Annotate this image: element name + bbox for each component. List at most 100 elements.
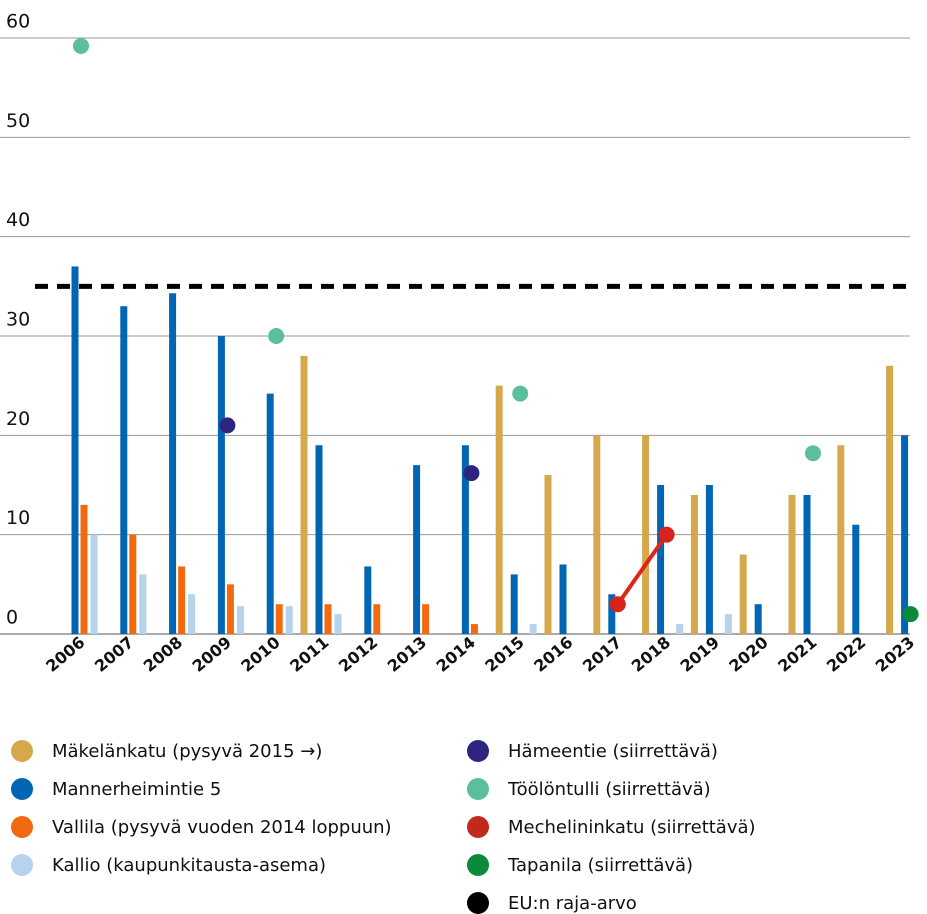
x-tick-label: 2010 <box>237 633 283 676</box>
bar <box>226 584 234 634</box>
bar <box>593 435 601 634</box>
dot <box>463 465 480 482</box>
bar <box>470 624 478 634</box>
bar <box>739 554 747 634</box>
bar <box>837 445 845 634</box>
bar <box>901 435 909 634</box>
bar <box>608 594 616 634</box>
x-tick-label: 2013 <box>384 633 430 676</box>
y-tick-label: 20 <box>6 408 30 430</box>
legend-label: Mechelininkatu (siirrettävä) <box>508 817 756 838</box>
bar <box>676 624 684 634</box>
bar <box>852 524 860 634</box>
bar <box>373 604 381 634</box>
bar <box>334 614 342 634</box>
y-tick-label: 10 <box>6 507 30 529</box>
x-tick-label: 2008 <box>140 633 186 676</box>
legend-swatch <box>467 854 489 876</box>
legend-swatch <box>11 778 33 800</box>
x-tick-label: 2006 <box>42 633 88 676</box>
x-tick-label: 2007 <box>91 633 137 676</box>
bar <box>266 393 274 634</box>
x-tick-label: 2018 <box>628 633 674 676</box>
bar <box>657 485 665 634</box>
x-tick-label: 2015 <box>481 633 527 676</box>
x-tick-label: 2014 <box>433 633 479 676</box>
legend-label: Vallila (pysyvä vuoden 2014 loppuun) <box>52 817 392 838</box>
bar <box>275 604 283 634</box>
legend-swatch <box>467 892 489 914</box>
bar <box>80 504 88 634</box>
bar <box>422 604 430 634</box>
y-tick-label: 40 <box>6 209 30 231</box>
bar <box>754 604 762 634</box>
x-tick-label: 2019 <box>677 633 723 676</box>
bar <box>300 355 308 634</box>
bar <box>559 564 567 634</box>
bar <box>364 566 372 634</box>
legend-swatch <box>11 740 33 762</box>
legend-swatch <box>11 816 33 838</box>
bar <box>690 494 698 634</box>
bar <box>642 435 650 634</box>
dot <box>219 417 236 434</box>
legend-label: EU:n raja-arvo <box>508 893 637 914</box>
bar <box>510 574 518 634</box>
bar <box>129 534 137 634</box>
y-tick-label: 30 <box>6 309 30 331</box>
bar <box>71 266 79 634</box>
bar <box>236 606 244 634</box>
x-tick-label: 2017 <box>579 633 625 676</box>
bar <box>315 445 323 634</box>
bar <box>178 566 186 634</box>
y-tick-label: 50 <box>6 110 30 132</box>
x-tick-label: 2020 <box>725 633 771 676</box>
line-point <box>658 526 675 543</box>
bar <box>495 385 503 634</box>
dot <box>268 328 285 344</box>
x-tick-label: 2012 <box>335 633 381 676</box>
bar <box>788 494 796 634</box>
dot <box>512 385 529 402</box>
x-tick-label: 2022 <box>823 633 869 676</box>
dot <box>73 37 89 54</box>
legend-swatch <box>467 740 489 762</box>
legend-label: Hämeentie (siirrettävä) <box>508 741 718 762</box>
y-tick-label: 60 <box>6 11 30 33</box>
bar <box>705 485 713 634</box>
bar <box>724 614 732 634</box>
bar <box>529 624 537 634</box>
x-tick-label: 2023 <box>872 633 918 676</box>
bar <box>803 494 811 634</box>
bar <box>90 534 98 634</box>
legend-swatch <box>11 854 33 876</box>
legend-label: Mannerheimintie 5 <box>52 779 221 800</box>
x-tick-label: 2009 <box>189 633 235 676</box>
bar <box>120 306 128 634</box>
bar <box>217 336 225 634</box>
line-point <box>609 596 626 613</box>
bar <box>188 594 196 634</box>
x-tick-label: 2021 <box>774 633 820 676</box>
bar <box>461 445 469 634</box>
line <box>616 533 669 606</box>
x-tick-label: 2011 <box>286 633 332 676</box>
legend-swatch <box>467 816 489 838</box>
legend-swatch <box>467 778 489 800</box>
bar <box>169 293 177 634</box>
legend-label: Kallio (kaupunkitausta-asema) <box>52 855 326 876</box>
y-tick-label: 0 <box>6 607 18 629</box>
legend-label: Tapanila (siirrettävä) <box>507 855 693 876</box>
bar <box>413 465 421 634</box>
bar <box>139 574 147 634</box>
legend-label: Mäkelänkatu (pysyvä 2015 →) <box>52 741 322 762</box>
dot <box>805 445 821 462</box>
bar <box>285 606 293 634</box>
bar <box>886 365 894 634</box>
legend-label: Töölöntulli (siirrettävä) <box>507 779 711 800</box>
bar <box>544 475 552 634</box>
x-tick-label: 2016 <box>530 633 576 676</box>
dot <box>902 606 919 623</box>
bar <box>324 604 332 634</box>
